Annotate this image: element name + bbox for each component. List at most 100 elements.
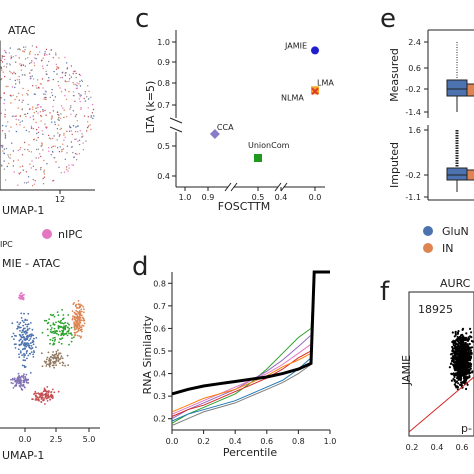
- umap-point: [17, 376, 20, 378]
- umap-point: [74, 138, 76, 141]
- umap-point: [22, 169, 24, 171]
- umap-point: [58, 358, 61, 360]
- umap-point: [57, 356, 59, 359]
- panel-f-point: [459, 373, 462, 376]
- panel-f-point: [468, 337, 471, 340]
- panel-f-point: [463, 372, 466, 375]
- umap-point: [71, 164, 73, 166]
- umap-point: [74, 100, 76, 103]
- umap-point: [46, 328, 49, 331]
- umap-point: [28, 344, 31, 347]
- umap-point: [32, 334, 35, 337]
- umap-point: [59, 330, 61, 333]
- umap-point: [8, 63, 11, 65]
- umap-point: [29, 347, 31, 349]
- panel-f-point: [449, 353, 453, 356]
- panel-c-points: JAMIE LMA NLMA CCA UnionCom: [209, 41, 334, 162]
- umap-point: [71, 133, 73, 136]
- box-glun-imputed: [446, 167, 468, 181]
- umap-point: [58, 119, 60, 122]
- umap-point: [58, 166, 60, 168]
- umap-point: [27, 94, 29, 96]
- umap-point: [62, 362, 65, 364]
- panel-f-point: [451, 373, 454, 376]
- umap-point: [49, 394, 52, 397]
- panel-f-point: [457, 350, 461, 353]
- umap-point: [53, 366, 55, 369]
- panel-c-xlabel: FOSCTTM: [218, 200, 270, 213]
- panel-f-point: [453, 335, 456, 338]
- umap-point: [54, 121, 56, 123]
- panel-f-point: [453, 340, 456, 343]
- panel-f-point: [453, 344, 456, 347]
- umap-point: [45, 365, 48, 367]
- umap-point: [1, 165, 3, 167]
- umap-point: [43, 171, 45, 173]
- panel-c-xtick-label: 0.5: [252, 193, 265, 202]
- umap-point: [37, 131, 40, 134]
- umap-point: [62, 107, 64, 109]
- panel-c: c LTA (k=5) 1.0 0.9 0.8 0.7 0.5 0.4 1.0 0.9 0.5…: [135, 4, 334, 213]
- umap-point: [74, 131, 77, 133]
- umap-point: [60, 333, 63, 336]
- umap-point: [76, 153, 78, 155]
- umap-point: [55, 352, 58, 355]
- panel-f-diagonal: [408, 376, 474, 433]
- umap-point: [55, 68, 58, 70]
- umap-point: [23, 46, 25, 48]
- panel-f-point: [453, 350, 457, 353]
- umap-point: [59, 134, 61, 136]
- umap-point: [24, 58, 27, 60]
- umap-point: [62, 314, 65, 316]
- umap-point: [70, 130, 73, 132]
- umap-point: [50, 146, 53, 149]
- panel-f: f AURC JAMIE 18925 p- 0.2 0.4 0.6: [380, 277, 474, 452]
- umap-point: [21, 296, 24, 298]
- umap-point: [6, 63, 8, 65]
- box-glun-measured: [446, 79, 468, 97]
- umap-point: [52, 342, 55, 345]
- panel-f-point: [454, 333, 457, 336]
- panel-f-annotation: p-: [461, 422, 472, 435]
- umap-point: [35, 157, 37, 159]
- umap-point: [21, 319, 24, 322]
- umap-point: [68, 78, 71, 80]
- umap-point: [31, 328, 34, 331]
- panel-f-point: [469, 362, 472, 366]
- umap-point: [22, 50, 24, 52]
- panel-d-xtick-label: 1.0: [324, 437, 337, 446]
- umap-point: [21, 101, 23, 103]
- umap-point: [86, 96, 88, 98]
- umap-point: [21, 331, 23, 334]
- umap-point: [77, 300, 80, 302]
- panel-f-frame: [408, 291, 474, 437]
- umap-point: [18, 75, 20, 78]
- umap-point: [46, 54, 48, 56]
- umap-point: [24, 375, 26, 378]
- umap-point: [60, 91, 63, 93]
- umap-point: [19, 147, 22, 149]
- umap-point: [46, 73, 48, 76]
- umap-point: [3, 102, 5, 105]
- panel-f-point: [469, 367, 472, 370]
- panel-f-point: [459, 362, 463, 365]
- umap-point: [64, 158, 67, 160]
- umap-point: [18, 326, 21, 329]
- umap-point: [29, 72, 31, 74]
- umap-point: [91, 112, 94, 114]
- panel-f-point: [463, 336, 466, 339]
- umap-point: [63, 116, 65, 119]
- panel-f-point: [451, 345, 454, 349]
- umap-point: [32, 106, 34, 108]
- panel-d-ytick-label: 0.3: [153, 392, 166, 401]
- umap-point: [39, 394, 42, 397]
- umap-point: [17, 48, 19, 50]
- umap-point: [21, 294, 24, 297]
- umap-point: [20, 343, 22, 345]
- umap-point: [74, 319, 77, 322]
- panel-f-point: [457, 375, 460, 378]
- umap-point: [50, 118, 53, 120]
- umap-point: [65, 98, 68, 101]
- umap-point: [57, 327, 60, 330]
- umap-point: [78, 315, 81, 318]
